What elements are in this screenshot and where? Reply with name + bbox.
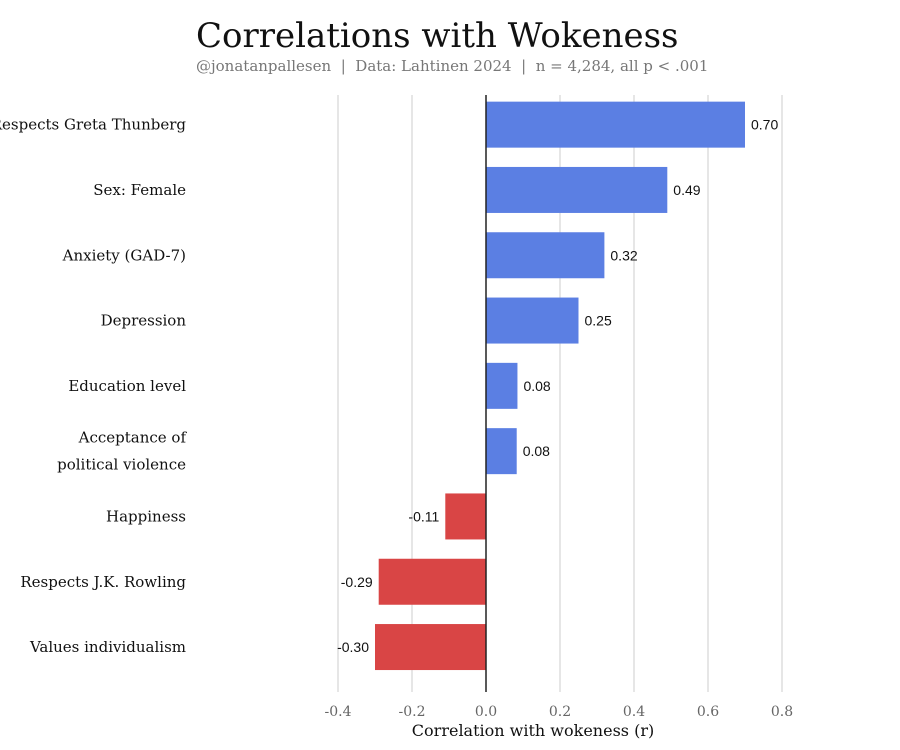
value-label: 0.25 [585,313,612,329]
bar [486,101,745,148]
category-label: Happiness [106,507,186,525]
category-label-line: Happiness [106,507,186,525]
bar [445,493,486,540]
category-label-line: Education level [68,377,186,395]
category-label: Depression [101,312,187,330]
chart-title: Correlations with Wokeness [196,16,679,56]
x-tick-label: 0.4 [623,704,645,720]
value-label: 0.49 [673,182,700,198]
bar [486,232,605,279]
x-tick-label: 0.6 [697,704,719,720]
category-label: Respects Greta Thunberg [0,116,186,134]
x-axis-title: Correlation with wokeness (r) [412,721,654,740]
category-label-line: Respects J.K. Rowling [20,573,186,591]
category-label: Respects J.K. Rowling [20,573,186,591]
value-label: 0.32 [610,247,637,263]
value-label: -0.29 [341,574,373,590]
bar [486,166,668,213]
bar [486,428,517,475]
bar [486,297,579,344]
bar [486,362,518,409]
category-label: Anxiety (GAD-7) [62,246,186,264]
value-label: 0.08 [523,378,550,394]
category-label: Education level [68,377,186,395]
value-label: 0.70 [751,117,778,133]
value-label: 0.08 [523,443,550,459]
category-label-line: Anxiety (GAD-7) [62,246,186,264]
x-tick-label: 0.2 [549,704,571,720]
category-label-line: Respects Greta Thunberg [0,116,186,134]
x-tick-label: 0.8 [771,704,793,720]
x-tick-label: 0.0 [475,704,497,720]
category-label-line: Acceptance of [78,429,188,447]
x-tick-label: -0.2 [399,704,426,720]
category-label-line: political violence [57,456,186,474]
category-label-line: Sex: Female [93,181,186,199]
category-label: Sex: Female [93,181,186,199]
category-label-line: Values individualism [29,638,186,656]
x-axis-ticks: -0.4 -0.2 0.0 0.2 0.4 0.6 0.8 [325,704,794,720]
category-labels: Respects Greta Thunberg Sex: Female Anxiet… [0,116,187,656]
bar [375,624,486,671]
value-label: -0.30 [337,639,369,655]
bar [378,558,486,605]
value-label: -0.11 [408,508,439,524]
category-label-line: Depression [101,312,187,330]
bars [375,101,745,671]
x-tick-label: -0.4 [325,704,352,720]
category-label: Values individualism [29,638,186,656]
category-label: Acceptance of political violence [57,429,187,474]
chart-subtitle: @jonatanpallesen | Data: Lahtinen 2024 |… [196,57,708,75]
value-labels: 0.70 0.49 0.32 0.25 0.08 0.08 -0.11 -0.29 -0.30 [337,117,778,655]
